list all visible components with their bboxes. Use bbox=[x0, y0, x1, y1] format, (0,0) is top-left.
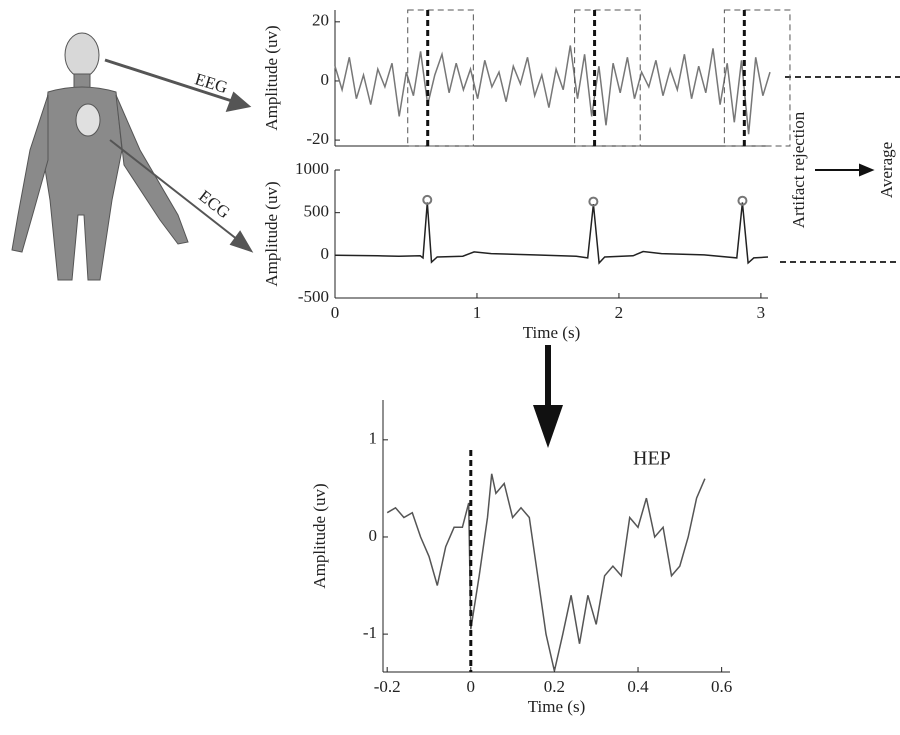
signal-line bbox=[334, 202, 769, 265]
x-tick-label: 0 bbox=[467, 677, 476, 696]
epoch-window bbox=[723, 9, 791, 147]
x-tick-label: 0 bbox=[331, 303, 340, 322]
signal-line bbox=[386, 473, 706, 672]
r-peak-marker bbox=[737, 195, 748, 206]
rejection-lines bbox=[780, 76, 900, 263]
average-label: Average bbox=[877, 142, 896, 198]
ecg-label: ECG bbox=[195, 186, 233, 222]
y-axis-label: Amplitude (uv) bbox=[262, 25, 281, 130]
x-tick-label: 3 bbox=[757, 303, 766, 322]
human-figure bbox=[11, 32, 189, 281]
r-peak-marker bbox=[588, 196, 599, 207]
x-tick-label: -0.2 bbox=[374, 677, 401, 696]
y-tick-label: 0 bbox=[321, 244, 330, 263]
x-tick-label: 0.2 bbox=[544, 677, 565, 696]
x-axis-label: Time (s) bbox=[523, 323, 580, 342]
y-tick-label: -500 bbox=[298, 287, 329, 306]
y-tick-label: 1000 bbox=[295, 159, 329, 178]
chart-title: HEP bbox=[633, 448, 671, 470]
y-tick-label: -20 bbox=[306, 129, 329, 148]
down-arrow bbox=[533, 345, 563, 448]
x-tick-label: 0.4 bbox=[627, 677, 649, 696]
epoch-window bbox=[407, 9, 474, 147]
y-tick-label: 1 bbox=[369, 429, 378, 448]
y-axis-label: Amplitude (uv) bbox=[310, 483, 329, 588]
artifact-label: Artifact rejection bbox=[789, 111, 808, 228]
x-axis-label: Time (s) bbox=[528, 697, 585, 716]
y-axis-label: Amplitude (uv) bbox=[262, 181, 281, 286]
average-arrow bbox=[815, 163, 875, 177]
signal-line bbox=[334, 45, 771, 135]
eeg-label: EEG bbox=[193, 69, 230, 97]
r-peak-marker bbox=[422, 194, 433, 205]
epoch-window bbox=[574, 9, 641, 147]
arrows bbox=[104, 58, 254, 253]
y-tick-label: 0 bbox=[369, 526, 378, 545]
x-tick-label: 0.6 bbox=[711, 677, 732, 696]
y-tick-label: 0 bbox=[321, 70, 330, 89]
y-tick-label: 20 bbox=[312, 11, 329, 30]
x-tick-label: 1 bbox=[473, 303, 482, 322]
y-tick-label: 500 bbox=[304, 202, 330, 221]
y-tick-label: -1 bbox=[363, 623, 377, 642]
x-tick-label: 2 bbox=[615, 303, 624, 322]
